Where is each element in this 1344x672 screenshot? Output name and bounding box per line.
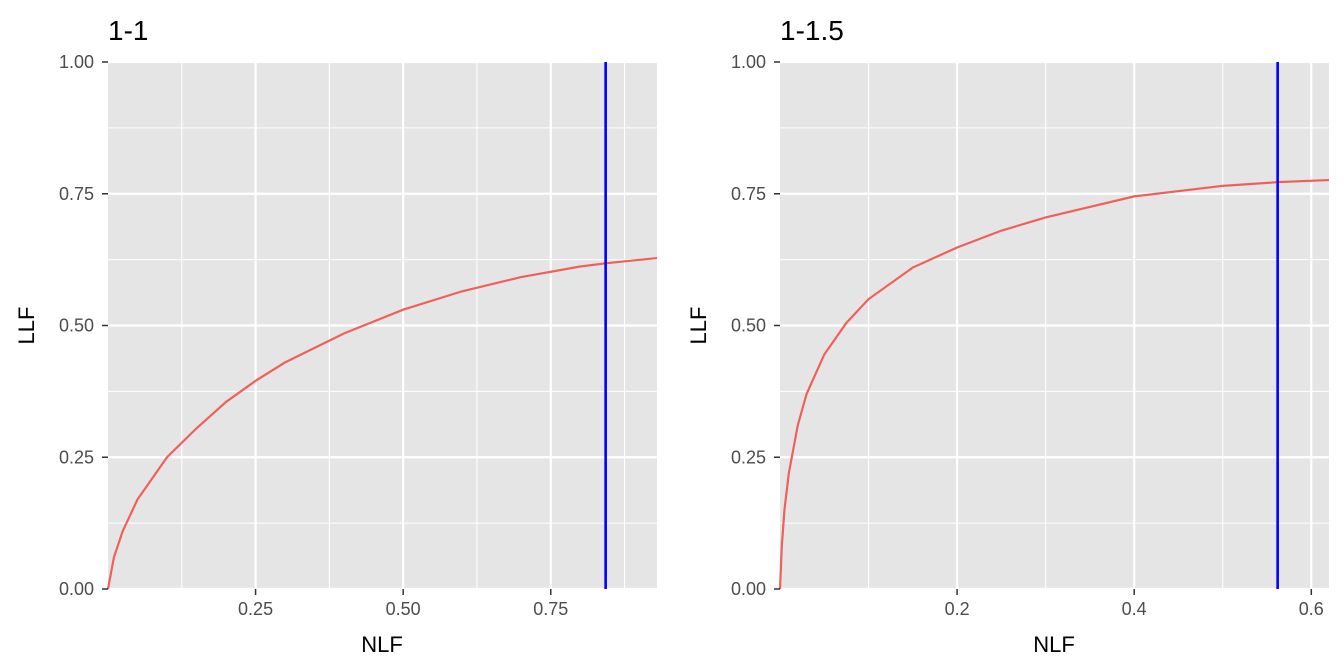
y-tick-label: 0.25 [59,447,94,467]
series-line [106,256,658,590]
chart-title: 1-1.5 [780,15,844,46]
y-tick-label: 0.50 [731,316,766,336]
chart-panel-1: 0.00 0.25 0.50 0.75 1.00 0.25 0.50 0.75 1-1 NLF LL… [14,15,658,657]
series-line [778,178,1330,590]
x-tick-label: 0.25 [238,599,273,619]
y-tick-label: 0.25 [731,447,766,467]
chart-title: 1-1 [108,15,148,46]
y-tick-label: 0.00 [731,579,766,599]
y-axis-label: LLF [14,307,39,345]
x-tick-label: 0.50 [386,599,421,619]
x-tick-label: 0.4 [1122,599,1147,619]
x-tick-label: 0.2 [945,599,970,619]
y-tick-label: 0.00 [59,579,94,599]
y-tick-label: 0.75 [59,184,94,204]
x-axis-label: NLF [361,632,403,657]
y-tick-label: 0.75 [731,184,766,204]
x-tick-label: 0.6 [1299,599,1324,619]
y-tick-label: 1.00 [59,52,94,72]
x-axis-label: NLF [1033,632,1075,657]
chart-panel-2: 0.00 0.25 0.50 0.75 1.00 0.2 0.4 0.6 1-1.5 NLF LLF [686,15,1330,657]
y-tick-label: 0.50 [59,316,94,336]
y-tick-label: 1.00 [731,52,766,72]
x-tick-label: 0.75 [533,599,568,619]
y-axis-label: LLF [686,307,711,345]
